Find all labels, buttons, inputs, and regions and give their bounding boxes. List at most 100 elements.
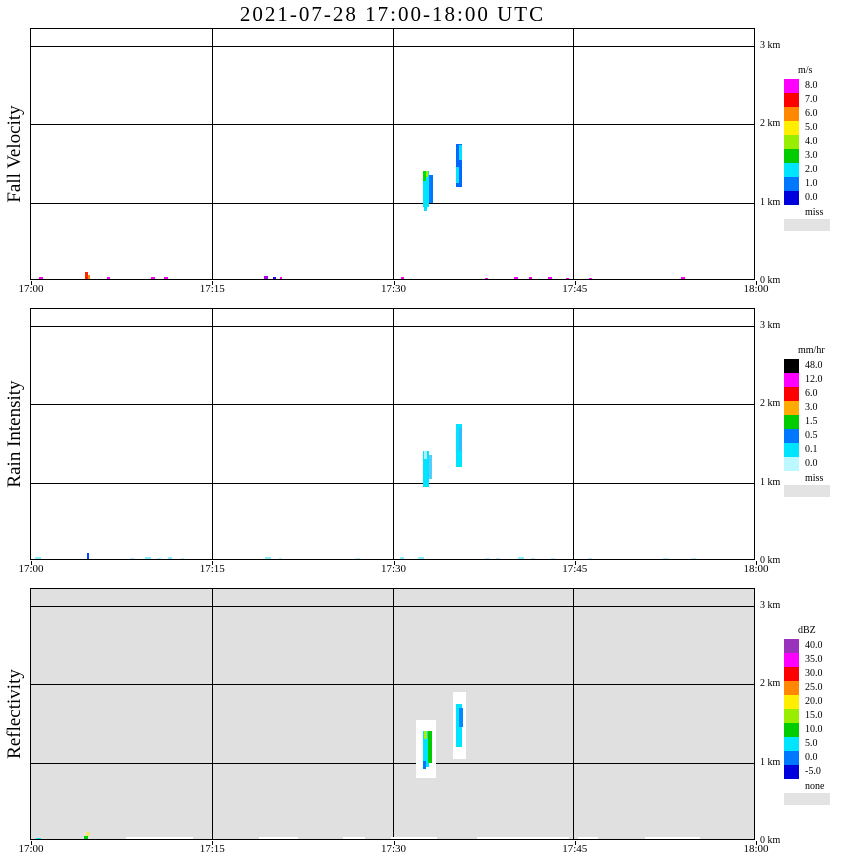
heatmap-cell [423,731,427,740]
colorbar-value-label: 15.0 [805,710,823,721]
colorbar-value-label: 8.0 [805,80,818,91]
colorbar-value-label: -5.0 [805,766,821,777]
x-tick-label: 17:30 [380,843,407,855]
heatmap-cell [180,557,185,559]
colorbar-swatch [784,163,799,177]
x-tick-mark [756,841,757,845]
heatmap-cell [272,277,276,279]
height-tick-label: 2 km [760,118,781,130]
colorbar-swatch [784,765,799,779]
panel-reflectivity: Reflectivity dBZ 40.0 35.0 30.0 25.0 20.0 15.… [4,588,830,855]
height-tick-label: 0 km [760,555,781,566]
colorbar-swatch [784,191,799,205]
colorbar-reflectivity: dBZ 40.0 35.0 30.0 25.0 20.0 15.0 10.0 5.0 0.0 -5… [784,625,850,805]
colorbar-entry: 3.0 [784,401,850,415]
colorbar-swatch [784,457,799,471]
x-tick-mark [31,561,32,565]
heatmap-cell [422,171,426,181]
height-tick-label: 2 km [760,398,781,410]
x-tick-mark [756,281,757,285]
colorbar-value-label: 3.0 [805,150,818,161]
x-tick-mark [393,281,395,285]
heatmap-cell [528,277,532,279]
heatmap-cell [485,277,489,279]
gridline-vertical [573,309,575,559]
colorbar-entries: 8.0 7.0 6.0 5.0 4.0 3.0 2.0 1.0 0.0 [784,79,850,205]
colorbar-entry: 0.0 [784,457,850,471]
colorbar-value-label: 7.0 [805,94,818,105]
heatmap-cell [86,553,89,559]
colorbar-entry: 25.0 [784,681,850,695]
colorbar-entry: 6.0 [784,107,850,121]
gridline-vertical [392,589,394,839]
panel-ylabel-fall-velocity: Fall Velocity [4,105,25,203]
colorbar-missing-label: miss [805,473,824,484]
colorbar-entry: 10.0 [784,723,850,737]
colorbar-missing-label: none [805,781,825,792]
gridline-horizontal [31,482,754,484]
x-tick-mark [212,281,214,285]
heatmap-cell [566,277,569,279]
colorbar-entry: 0.0 [784,191,850,205]
colorbar-entry: 8.0 [784,79,850,93]
colorbar-rain-intensity: mm/hr 48.0 12.0 6.0 3.0 1.5 0.5 0.1 0.0 miss [784,345,850,497]
colorbar-value-label: 30.0 [805,668,823,679]
plot-area-rain-intensity [31,309,754,559]
colorbar-unit-label: dBZ [798,625,816,636]
gridline-vertical [392,309,394,559]
colorbar-swatch [784,93,799,107]
heatmap-cell [578,837,598,839]
heatmap-cell [84,835,88,839]
heatmap-cell [588,557,592,559]
colorbar-swatch [784,359,799,373]
gridline-horizontal [31,326,754,327]
x-tick-label: 17:15 [199,283,225,295]
heatmap-cell [264,276,268,279]
x-tick-label: 17:30 [380,283,407,295]
height-tick-label: 0 km [760,835,781,846]
colorbar-value-label: 35.0 [805,654,823,665]
heatmap-cell [278,557,283,559]
colorbar-entry: 48.0 [784,359,850,373]
heatmap-cell [456,703,462,747]
heatmap-cell [425,170,428,177]
heatmap-cell [130,557,135,559]
colorbar-swatch [784,373,799,387]
x-tick-label: 18:00 [743,283,769,295]
colorbar-swatch [784,681,799,695]
heatmap-cell [459,707,463,728]
colorbar-entries: 48.0 12.0 6.0 3.0 1.5 0.5 0.1 0.0 [784,359,850,471]
x-tick-label: 17:00 [18,843,44,855]
colorbar-entry: 3.0 [784,149,850,163]
height-tick-label: 2 km [760,678,781,690]
colorbar-value-label: 0.0 [805,192,818,203]
heatmap-cell [662,557,669,559]
plot-area-reflectivity [31,589,754,839]
colorbar-value-label: 0.5 [805,430,818,441]
colorbar-value-label: 3.0 [805,402,818,413]
heatmap-cell [400,277,405,279]
gridline-vertical [573,589,575,839]
x-tick-mark [393,561,395,565]
colorbar-value-label: 40.0 [805,640,823,651]
x-tick-label: 17:00 [18,563,44,575]
heatmap-cell [86,832,89,837]
heatmap-cell [163,277,168,279]
gridline-horizontal [31,202,754,204]
colorbar-unit-label: mm/hr [798,345,825,356]
x-tick-label: 17:45 [562,563,588,575]
x-tick-label: 17:45 [562,283,588,295]
colorbar-entry: 40.0 [784,639,850,653]
gridline-horizontal [31,606,754,607]
colorbar-value-label: 0.0 [805,752,818,763]
colorbar-value-label: 5.0 [805,738,818,749]
colorbar-entry: 5.0 [784,737,850,751]
colorbar-swatch [784,121,799,135]
x-tick-mark [574,841,576,845]
panel-ylabel-reflectivity: Reflectivity [4,669,25,759]
heatmap-cell [423,761,426,769]
x-tick-mark [212,841,214,845]
gridline-vertical [573,29,575,279]
colorbar-swatch [784,135,799,149]
heatmap-cell [354,557,360,559]
